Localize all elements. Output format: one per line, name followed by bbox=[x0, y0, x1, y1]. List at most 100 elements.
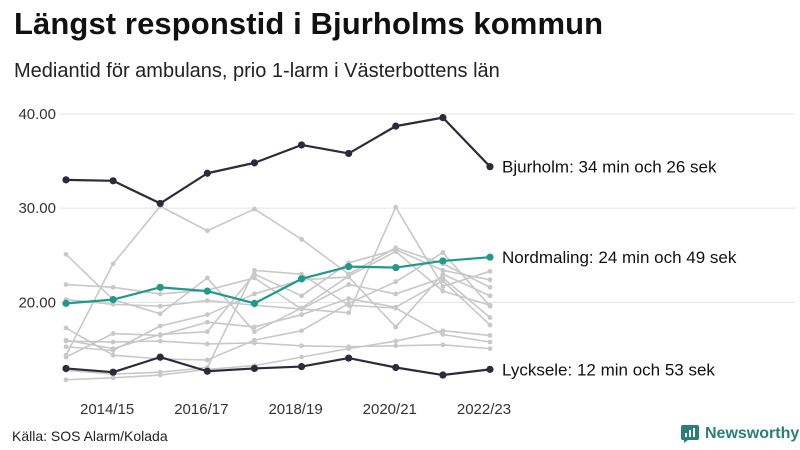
background-series-6-point bbox=[204, 312, 210, 318]
background-series-10-point bbox=[393, 343, 399, 349]
background-series-10-point bbox=[487, 346, 493, 352]
background-series-10-point bbox=[157, 338, 163, 344]
background-series-10-point bbox=[346, 344, 352, 350]
background-series-6-line bbox=[65, 273, 491, 352]
background-series-10-point bbox=[63, 338, 69, 344]
background-series-5-point bbox=[299, 312, 304, 318]
lycksele-series-point bbox=[156, 353, 164, 361]
background-series-6-point bbox=[252, 291, 257, 297]
background-series-8-line bbox=[65, 269, 491, 375]
background-series-6-point bbox=[346, 274, 352, 280]
nordmaling-series-point bbox=[203, 287, 211, 295]
background-series-3-point bbox=[440, 267, 446, 273]
background-series-1-line bbox=[65, 250, 491, 333]
nordmaling-series-point bbox=[345, 263, 353, 271]
bjurholm-end-label: Bjurholm: 34 min och 26 sek bbox=[502, 158, 717, 177]
background-series-1-point bbox=[252, 329, 257, 335]
background-series-7-point bbox=[440, 250, 446, 255]
chart-subtitle: Mediantid för ambulans, prio 1-larm i Vä… bbox=[14, 60, 500, 82]
lycksele-series-point bbox=[203, 367, 211, 375]
bjurholm-series-point bbox=[62, 176, 70, 184]
bjurholm-series-point bbox=[392, 122, 400, 130]
background-series-1-point bbox=[157, 311, 163, 317]
nordmaling-series-point bbox=[250, 299, 259, 307]
nordmaling-series-point bbox=[62, 299, 70, 307]
background-series-9-line bbox=[65, 329, 491, 381]
bjurholm-series-point bbox=[297, 141, 306, 149]
background-series-8-point bbox=[487, 339, 493, 345]
background-series-4-point bbox=[393, 204, 399, 210]
x-tick-label: 2014/15 bbox=[80, 401, 134, 418]
series-labels: Bjurholm: 34 min och 26 sek Nordmaling: 2… bbox=[502, 158, 737, 380]
y-tick-label: 20.00 bbox=[18, 294, 56, 311]
background-series-11-point bbox=[299, 306, 304, 312]
x-tick-label: 2016/17 bbox=[174, 401, 228, 418]
source-note: Källa: SOS Alarm/Kolada bbox=[12, 428, 168, 444]
background-series-1-point bbox=[63, 251, 69, 257]
background-series-3-point bbox=[204, 329, 210, 335]
bjurholm-series-point bbox=[345, 149, 353, 158]
brand-name: Newsworthy bbox=[705, 425, 800, 442]
background-series-5-point bbox=[157, 333, 163, 338]
background-series-5-point bbox=[110, 331, 116, 336]
background-series-10-point bbox=[440, 342, 446, 348]
lycksele-series-point bbox=[62, 364, 70, 373]
lycksele-series-point bbox=[392, 363, 400, 372]
x-tick-label: 2020/21 bbox=[363, 401, 417, 418]
nordmaling-series-line bbox=[65, 256, 491, 305]
background-series-8-point bbox=[440, 332, 446, 337]
background-series-2-line bbox=[65, 205, 491, 356]
gridlines bbox=[60, 113, 795, 303]
background-series-8-point bbox=[346, 302, 352, 308]
background-series-11-point bbox=[204, 298, 210, 303]
background-series-11-line bbox=[65, 277, 491, 319]
background-series-8-point bbox=[252, 267, 257, 273]
background-series-9-point bbox=[487, 333, 493, 338]
lycksele-series-line bbox=[65, 356, 491, 377]
background-series-4-point bbox=[487, 268, 493, 274]
background-series-6-point bbox=[393, 324, 399, 330]
y-tick-label: 30.00 bbox=[18, 200, 56, 217]
bjurholm-series-point bbox=[439, 114, 447, 122]
bjurholm-series-point bbox=[109, 177, 117, 185]
background-series-10-point bbox=[110, 339, 116, 345]
background-series-11-point bbox=[110, 301, 116, 307]
background-series-7-point bbox=[299, 328, 304, 334]
background-series-4-point bbox=[252, 275, 257, 281]
newsworthy-logo[interactable]: Newsworthy bbox=[680, 424, 799, 444]
background-series-6-point bbox=[440, 271, 446, 277]
background-series-10-line bbox=[65, 340, 491, 350]
background-series-4-point bbox=[346, 310, 352, 316]
background-series-9-point bbox=[440, 328, 446, 334]
lycksele-end-label: Lycksele: 12 min och 53 sek bbox=[502, 360, 715, 379]
background-series-10-point bbox=[299, 343, 304, 349]
background-series-4-point bbox=[63, 282, 69, 287]
lycksele-series-point bbox=[297, 362, 306, 371]
background-series-7-line bbox=[65, 251, 491, 361]
background-series-11-point bbox=[393, 291, 399, 297]
background-series-2-point bbox=[487, 284, 493, 290]
background-series-8-point bbox=[393, 305, 399, 311]
background-series-9-point bbox=[393, 338, 399, 344]
nordmaling-series-point bbox=[392, 263, 400, 272]
background-series-7-point bbox=[393, 279, 399, 285]
background-series-2-point bbox=[299, 236, 304, 242]
bjurholm-series-point bbox=[156, 199, 164, 208]
background-series-4-point bbox=[157, 291, 163, 297]
lycksele-series-point bbox=[439, 371, 447, 379]
background-series-8-point bbox=[299, 271, 304, 277]
background-series-7-point bbox=[487, 303, 493, 309]
chart-bubble-icon bbox=[681, 425, 699, 443]
background-series-4-point bbox=[110, 284, 116, 290]
background-series-9-point bbox=[157, 372, 163, 378]
background-series-6-point bbox=[487, 293, 493, 299]
x-tick-label: 2022/23 bbox=[457, 401, 511, 418]
background-series-4-point bbox=[440, 284, 446, 289]
y-axis-ticks: 20.00 30.00 40.00 bbox=[18, 106, 56, 312]
nordmaling-series-point bbox=[439, 257, 447, 265]
lycksele-series-point bbox=[250, 364, 259, 373]
background-series-2-point bbox=[204, 228, 210, 234]
background-series-5-point bbox=[487, 322, 493, 328]
background-series-3-point bbox=[393, 247, 399, 253]
background-series-1-point bbox=[440, 288, 446, 294]
